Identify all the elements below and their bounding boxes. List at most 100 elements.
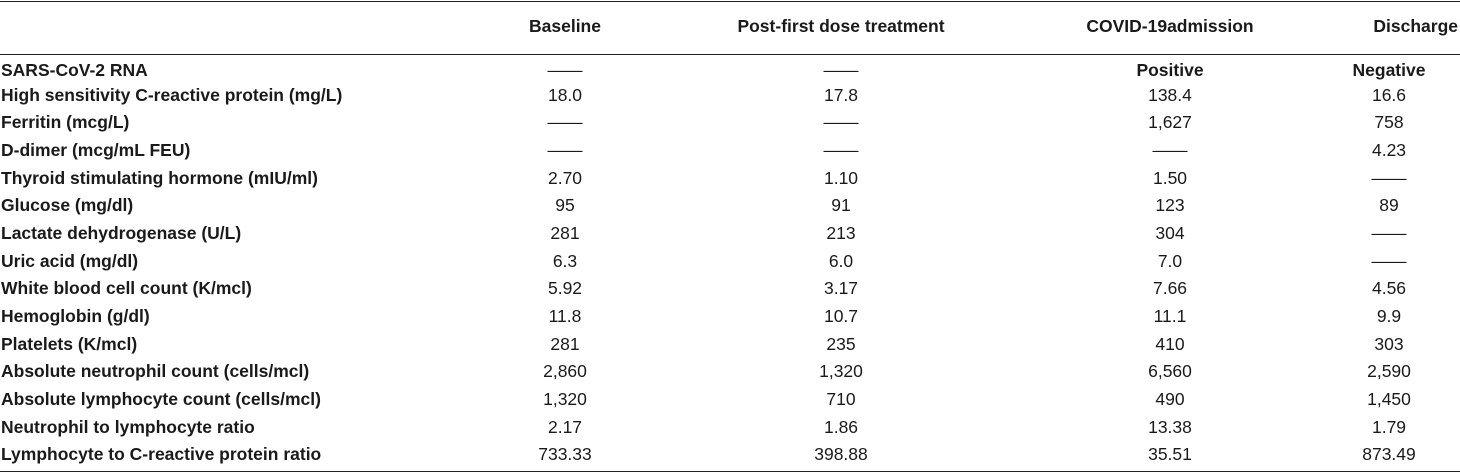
cell-baseline: 281 xyxy=(550,222,580,243)
row-label: Ferritin (mcg/L) xyxy=(1,112,130,133)
cell-discharge: 873.49 xyxy=(1362,444,1416,465)
row-label: Glucose (mg/dl) xyxy=(1,195,134,216)
table-header: Baseline Post-first dose treatment COVID… xyxy=(0,0,1460,53)
cell-covid-admission: 11.1 xyxy=(1153,306,1187,327)
cell-covid-admission: 7.66 xyxy=(1152,278,1188,299)
cell-post-first-dose: 1.86 xyxy=(823,416,859,437)
cell-post-first-dose: —— xyxy=(823,139,859,160)
header-post-first-dose: Post-first dose treatment xyxy=(737,16,945,36)
row-label: Uric acid (mg/dl) xyxy=(1,250,139,271)
cell-covid-admission: Positive xyxy=(1136,59,1204,80)
header-row: Baseline Post-first dose treatment COVID… xyxy=(0,0,1460,53)
table-bottom-rule xyxy=(0,471,1460,472)
row-label: White blood cell count (K/mcl) xyxy=(1,278,252,299)
cell-covid-admission: 35.51 xyxy=(1148,444,1192,465)
cell-covid-admission: 138.4 xyxy=(1148,84,1192,105)
cell-post-first-dose: 398.88 xyxy=(814,444,868,465)
row-label: Hemoglobin (g/dl) xyxy=(1,306,150,327)
header-discharge: Discharge xyxy=(1373,16,1458,36)
header-covid-admission: COVID-19admission xyxy=(1086,16,1254,36)
cell-baseline: 95 xyxy=(555,195,575,216)
header-parameter xyxy=(0,0,470,53)
cell-discharge: 1,450 xyxy=(1367,389,1411,410)
cell-baseline: 2.70 xyxy=(547,167,583,188)
table-row: Lactate dehydrogenase (U/L) 281 213 304 … xyxy=(0,219,1460,247)
cell-discharge: 16.6 xyxy=(1371,84,1407,105)
cell-covid-admission: 13.38 xyxy=(1148,416,1192,437)
cell-discharge: 303 xyxy=(1374,333,1404,354)
row-label: Thyroid stimulating hormone (mIU/ml) xyxy=(1,167,318,188)
cell-post-first-dose: 17.8 xyxy=(823,84,859,105)
row-label: Lactate dehydrogenase (U/L) xyxy=(1,222,242,243)
cell-discharge: 89 xyxy=(1379,195,1399,216)
cell-post-first-dose: 213 xyxy=(826,222,856,243)
row-label: D-dimer (mcg/mL FEU) xyxy=(1,139,191,160)
cell-covid-admission: 1,627 xyxy=(1148,112,1192,133)
cell-post-first-dose: —— xyxy=(823,59,859,80)
cell-post-first-dose: 6.0 xyxy=(828,250,854,271)
cell-post-first-dose: 235 xyxy=(826,333,856,354)
table-row: White blood cell count (K/mcl) 5.92 3.17… xyxy=(0,275,1460,303)
cell-post-first-dose: 1.10 xyxy=(823,167,859,188)
cell-post-first-dose: 710 xyxy=(826,389,856,410)
cell-discharge: 9.9 xyxy=(1376,306,1402,327)
row-label: Lymphocyte to C-reactive protein ratio xyxy=(1,444,322,465)
cell-baseline: —— xyxy=(547,59,583,80)
cell-covid-admission: 123 xyxy=(1155,195,1185,216)
cell-baseline: 2,860 xyxy=(543,361,587,382)
cell-covid-admission: 304 xyxy=(1155,222,1185,243)
row-label: SARS-CoV-2 RNA xyxy=(1,59,148,80)
cell-discharge: —— xyxy=(1371,250,1407,271)
row-label: Neutrophil to lymphocyte ratio xyxy=(1,416,255,437)
cell-post-first-dose: 10.7 xyxy=(823,306,859,327)
row-label: Absolute lymphocyte count (cells/mcl) xyxy=(1,389,321,410)
table-row: Neutrophil to lymphocyte ratio 2.17 1.86… xyxy=(0,413,1460,441)
cell-baseline: —— xyxy=(547,139,583,160)
cell-covid-admission: 410 xyxy=(1155,333,1185,354)
cell-discharge: —— xyxy=(1371,167,1407,188)
cell-covid-admission: 6,560 xyxy=(1148,361,1192,382)
row-label: Platelets (K/mcl) xyxy=(1,333,138,354)
table-row: Glucose (mg/dl) 95 91 123 89 xyxy=(0,191,1460,219)
cell-baseline: 1,320 xyxy=(543,389,587,410)
table-row: Platelets (K/mcl) 281 235 410 303 xyxy=(0,330,1460,358)
header-baseline: Baseline xyxy=(529,16,601,36)
cell-baseline: —— xyxy=(547,112,583,133)
table-row: Absolute lymphocyte count (cells/mcl) 1,… xyxy=(0,385,1460,413)
cell-discharge: 758 xyxy=(1374,112,1404,133)
table-top-rule xyxy=(0,1,1460,2)
cell-baseline: 11.8 xyxy=(548,306,582,327)
cell-discharge: 4.23 xyxy=(1371,139,1407,160)
table-row: High sensitivity C-reactive protein (mg/… xyxy=(0,81,1460,109)
table-row: D-dimer (mcg/mL FEU) —— —— —— 4.23 xyxy=(0,136,1460,164)
table-row: Uric acid (mg/dl) 6.3 6.0 7.0 —— xyxy=(0,247,1460,275)
cell-discharge: —— xyxy=(1371,222,1407,243)
cell-discharge: 1.79 xyxy=(1371,416,1407,437)
row-label: High sensitivity C-reactive protein (mg/… xyxy=(1,84,343,105)
table-row: Lymphocyte to C-reactive protein ratio 7… xyxy=(0,441,1460,469)
cell-baseline: 2.17 xyxy=(547,416,583,437)
table-header-rule xyxy=(0,54,1460,55)
cell-baseline: 18.0 xyxy=(547,84,583,105)
table-row: SARS-CoV-2 RNA —— —— Positive Negative xyxy=(0,53,1460,81)
cell-post-first-dose: 1,320 xyxy=(819,361,863,382)
cell-discharge: 2,590 xyxy=(1367,361,1411,382)
cell-baseline: 5.92 xyxy=(547,278,583,299)
row-label: Absolute neutrophil count (cells/mcl) xyxy=(1,361,310,382)
cell-covid-admission: 1.50 xyxy=(1152,167,1188,188)
cell-post-first-dose: 3.17 xyxy=(823,278,859,299)
cell-baseline: 6.3 xyxy=(552,250,578,271)
cell-baseline: 281 xyxy=(550,333,580,354)
cell-discharge: 4.56 xyxy=(1371,278,1407,299)
table-row: Absolute neutrophil count (cells/mcl) 2,… xyxy=(0,358,1460,386)
cell-covid-admission: 7.0 xyxy=(1157,250,1183,271)
cell-discharge: Negative xyxy=(1352,59,1426,80)
table-row: Thyroid stimulating hormone (mIU/ml) 2.7… xyxy=(0,164,1460,192)
table-row: Ferritin (mcg/L) —— —— 1,627 758 xyxy=(0,108,1460,136)
table-body: SARS-CoV-2 RNA —— —— Positive Negative H… xyxy=(0,53,1460,468)
cell-post-first-dose: —— xyxy=(823,112,859,133)
table-row: Hemoglobin (g/dl) 11.8 10.7 11.1 9.9 xyxy=(0,302,1460,330)
cell-covid-admission: —— xyxy=(1152,139,1188,160)
